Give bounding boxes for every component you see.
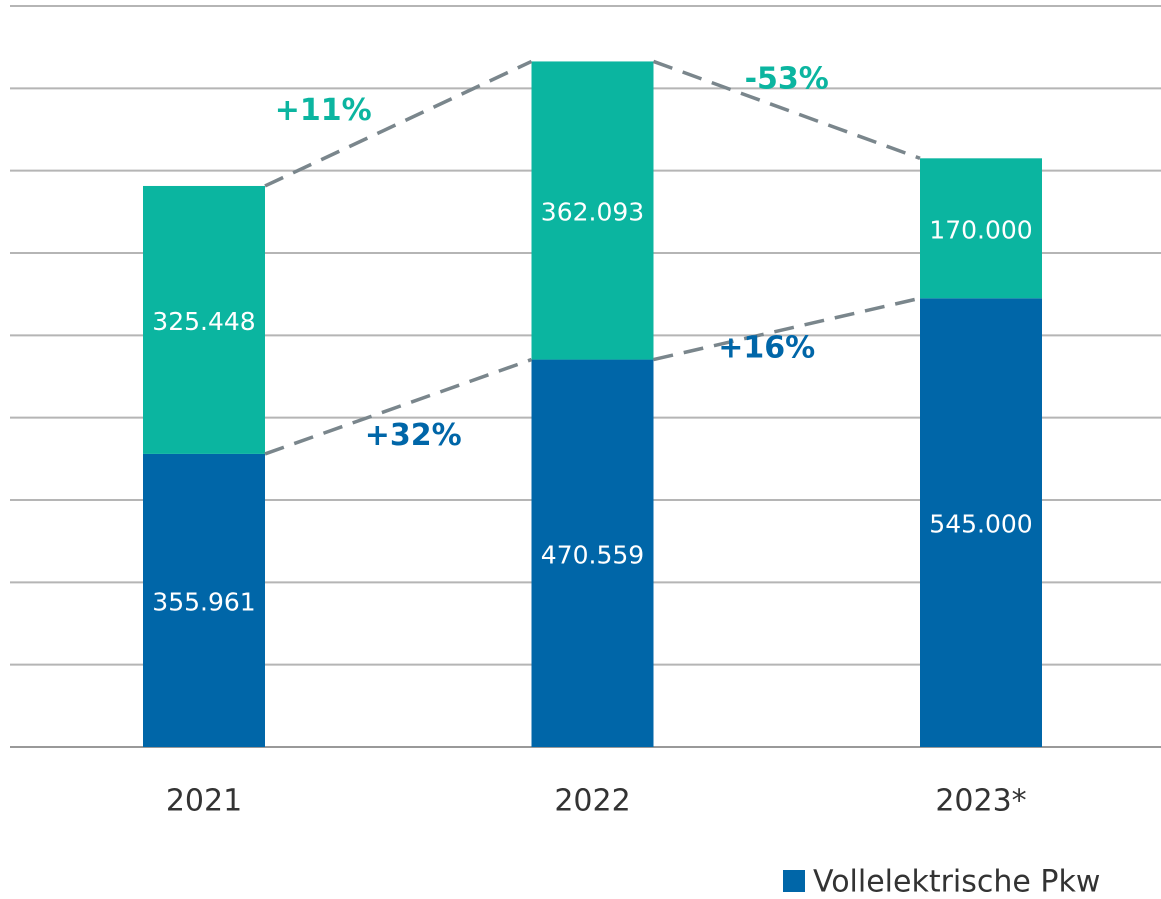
- bar-segment: [531, 61, 654, 360]
- connector: [264, 357, 533, 456]
- x-tick-label: 2022: [554, 784, 630, 819]
- bar-segment: [531, 359, 654, 747]
- bar-segment: [920, 298, 1042, 747]
- bar-segment: [143, 185, 265, 454]
- connector: [264, 59, 533, 188]
- data-label: 362.093: [541, 198, 644, 227]
- change-label: +11%: [275, 93, 372, 128]
- x-tick-label: 2021: [166, 784, 242, 819]
- bar-segment: [143, 453, 265, 747]
- legend-swatch: [783, 870, 805, 892]
- connector: [652, 59, 921, 160]
- change-label: +16%: [718, 330, 815, 365]
- data-label: 325.448: [152, 307, 255, 336]
- x-tick-label: 2023*: [935, 784, 1026, 819]
- data-label: 170.000: [929, 215, 1032, 244]
- change-label: +32%: [365, 418, 462, 453]
- connector: [653, 296, 921, 362]
- data-label: 355.961: [152, 587, 255, 616]
- data-label: 470.559: [541, 540, 644, 569]
- change-label: -53%: [745, 61, 829, 96]
- bar-segment: [920, 158, 1042, 299]
- legend-label: Vollelektrische Pkw: [813, 865, 1100, 899]
- data-label: 545.000: [929, 510, 1032, 539]
